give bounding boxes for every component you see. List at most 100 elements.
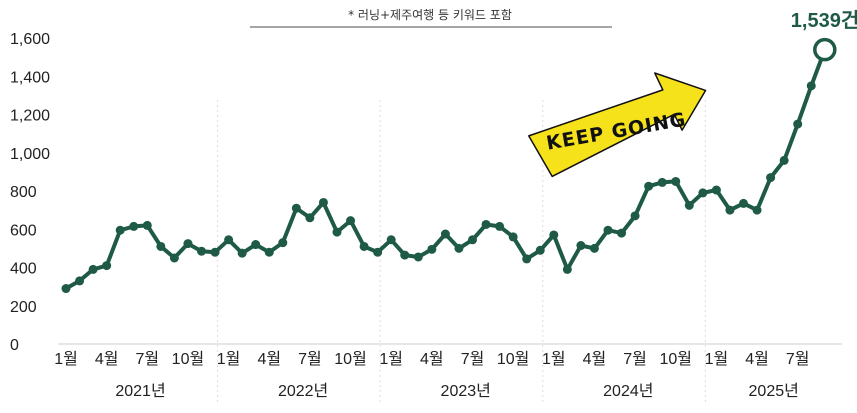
year-label: 2021년 bbox=[115, 382, 165, 400]
year-labels: 2021년 2022년 2023년 2024년 2025년 bbox=[115, 382, 799, 400]
data-point bbox=[61, 284, 71, 294]
data-point bbox=[115, 225, 125, 235]
data-point bbox=[400, 250, 410, 260]
data-point bbox=[224, 235, 234, 245]
data-point bbox=[562, 264, 572, 274]
data-point bbox=[671, 176, 681, 186]
y-tick-label: 600 bbox=[10, 222, 37, 239]
chart-subtitle: * 러닝+제주여행 등 키워드 포함 bbox=[348, 7, 512, 22]
peak-label: 1,539건 bbox=[791, 9, 857, 32]
x-axis: 1월 4월 7월 10월 1월 4월 7월 10월 1월 4월 7월 10월 1월 4월 7월 10월 1월 4월… bbox=[54, 350, 809, 368]
data-point bbox=[806, 81, 816, 91]
y-tick-label: 1,600 bbox=[10, 31, 50, 48]
data-point bbox=[156, 241, 166, 251]
data-point bbox=[698, 188, 708, 198]
data-point bbox=[657, 177, 667, 187]
data-point bbox=[386, 235, 396, 245]
data-point bbox=[346, 216, 356, 226]
sticker-arrow-shape bbox=[528, 72, 707, 178]
data-point bbox=[603, 225, 613, 235]
x-tick-label: 10월 bbox=[659, 350, 692, 368]
data-point bbox=[332, 227, 342, 237]
x-tick-label: 10월 bbox=[172, 350, 205, 368]
x-tick-label: 7월 bbox=[298, 350, 322, 368]
data-point bbox=[373, 247, 383, 257]
data-point bbox=[617, 228, 627, 238]
data-point bbox=[75, 276, 85, 286]
data-point bbox=[725, 205, 735, 215]
y-tick-label: 400 bbox=[10, 261, 37, 278]
data-point bbox=[427, 244, 437, 254]
y-tick-label: 0 bbox=[10, 337, 19, 354]
data-point bbox=[739, 198, 748, 208]
data-point bbox=[210, 247, 220, 257]
y-tick-label: 800 bbox=[10, 184, 37, 201]
y-axis: 0 200 400 600 800 1,000 1,200 1,400 1,600 bbox=[10, 31, 50, 354]
data-point bbox=[766, 173, 776, 183]
data-point bbox=[589, 243, 599, 253]
data-point bbox=[291, 203, 301, 213]
data-point bbox=[88, 264, 98, 274]
keep-going-sticker: KEEP GOING bbox=[528, 72, 707, 178]
data-point bbox=[413, 252, 423, 262]
y-tick-label: 1,000 bbox=[10, 146, 50, 163]
data-point bbox=[644, 181, 654, 191]
series-line bbox=[61, 37, 837, 294]
data-point bbox=[711, 185, 721, 195]
y-tick-label: 1,200 bbox=[10, 108, 50, 125]
x-tick-label: 10월 bbox=[497, 350, 530, 368]
x-tick-label: 7월 bbox=[135, 350, 159, 368]
series-path bbox=[64, 47, 827, 291]
x-tick-label: 4월 bbox=[95, 350, 119, 368]
data-point bbox=[102, 261, 112, 271]
data-point bbox=[630, 211, 640, 221]
data-point bbox=[142, 220, 152, 230]
y-tick-label: 200 bbox=[10, 299, 37, 316]
data-point bbox=[359, 241, 369, 251]
data-point bbox=[440, 229, 450, 239]
x-tick-label: 4월 bbox=[257, 350, 281, 368]
data-point bbox=[522, 254, 532, 264]
data-point bbox=[549, 230, 559, 240]
year-label: 2024년 bbox=[603, 382, 653, 400]
x-tick-label: 1월 bbox=[705, 350, 729, 368]
data-point bbox=[278, 238, 288, 248]
data-point bbox=[197, 246, 206, 256]
data-point bbox=[305, 213, 315, 223]
x-tick-label: 10월 bbox=[334, 350, 367, 368]
year-label: 2023년 bbox=[441, 382, 491, 400]
data-point bbox=[779, 155, 789, 165]
x-tick-label: 7월 bbox=[461, 350, 485, 368]
data-point bbox=[576, 241, 586, 251]
data-point bbox=[129, 221, 139, 231]
data-point bbox=[454, 243, 464, 253]
data-point bbox=[752, 205, 762, 215]
data-point bbox=[237, 248, 247, 258]
data-point bbox=[318, 197, 328, 207]
x-tick-label: 4월 bbox=[583, 350, 607, 368]
x-tick-label: 1월 bbox=[217, 350, 241, 368]
data-point bbox=[169, 253, 179, 263]
data-point bbox=[684, 200, 694, 210]
x-tick-label: 4월 bbox=[420, 350, 444, 368]
x-tick-label: 1월 bbox=[54, 350, 78, 368]
data-point bbox=[495, 221, 505, 231]
data-point bbox=[468, 235, 477, 245]
data-point bbox=[793, 119, 803, 129]
x-tick-label: 1월 bbox=[542, 350, 566, 368]
x-tick-label: 4월 bbox=[745, 350, 769, 368]
y-tick-label: 1,400 bbox=[10, 69, 50, 86]
year-label: 2022년 bbox=[278, 382, 328, 400]
year-label: 2025년 bbox=[749, 382, 799, 400]
data-point bbox=[183, 239, 193, 249]
x-tick-label: 7월 bbox=[786, 350, 810, 368]
data-point bbox=[264, 247, 274, 257]
peak-point bbox=[813, 37, 837, 62]
data-point bbox=[508, 232, 518, 242]
x-tick-label: 7월 bbox=[623, 350, 647, 368]
data-point bbox=[481, 219, 491, 229]
data-point bbox=[251, 240, 261, 250]
data-point bbox=[535, 245, 545, 255]
x-tick-label: 1월 bbox=[379, 350, 403, 368]
